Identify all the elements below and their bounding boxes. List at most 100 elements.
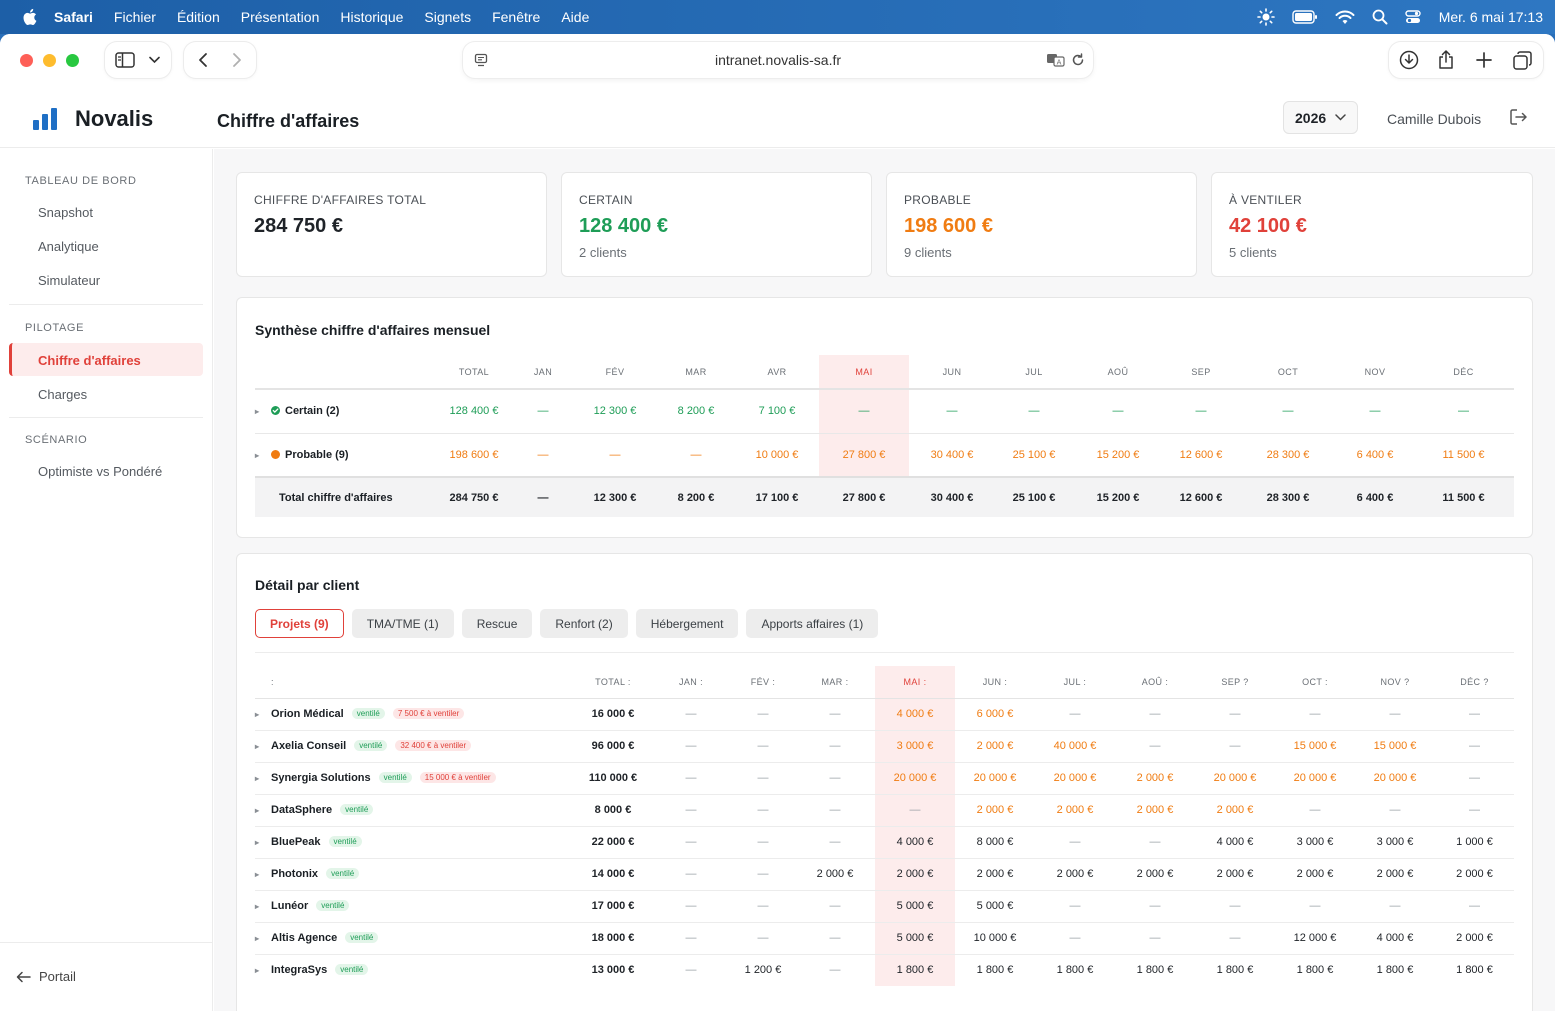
client-month-cell[interactable]: 2 000 € [795, 857, 875, 890]
expand-caret-icon[interactable]: ▸ [255, 966, 260, 976]
share-icon[interactable] [1437, 49, 1455, 70]
client-month-cell[interactable]: — [731, 793, 795, 826]
client-row[interactable]: ▸ IntegraSys ventilé 13 000 € —1 200 € —1 800… [255, 953, 1514, 986]
back-arrow-icon[interactable] [198, 52, 208, 68]
download-icon[interactable] [1399, 50, 1419, 70]
client-month-cell[interactable]: — [875, 793, 955, 826]
client-month-cell[interactable]: — [1195, 921, 1275, 954]
client-month-cell[interactable]: 5 000 € [875, 921, 955, 954]
detail-col-header[interactable]: JAN : [651, 666, 731, 699]
menu-fenetre[interactable]: Fenêtre [492, 9, 541, 25]
client-row[interactable]: ▸ Synergia Solutions ventilé 15 000 € à ven… [255, 761, 1514, 794]
tab-apports-affaires[interactable]: Apports affaires (1) [746, 609, 879, 638]
client-row[interactable]: ▸ Axelia Conseil ventilé 32 400 € à ventile… [255, 729, 1514, 762]
client-month-cell[interactable]: — [731, 825, 795, 858]
expand-caret-icon[interactable]: ▸ [255, 870, 260, 879]
expand-caret-icon[interactable]: ▸ [255, 710, 260, 719]
tab-rescue[interactable]: Rescue [461, 609, 533, 638]
detail-col-header[interactable]: NOV ? [1355, 666, 1435, 699]
battery-icon[interactable] [1292, 10, 1318, 24]
client-month-cell[interactable]: — [731, 889, 795, 922]
client-month-cell[interactable]: 2 000 € [1355, 857, 1435, 890]
client-month-cell[interactable]: — [1275, 697, 1355, 730]
client-month-cell[interactable]: — [795, 729, 875, 762]
client-month-cell[interactable]: 10 000 € [955, 921, 1035, 954]
menubar-clock[interactable]: Mer. 6 mai 17:13 [1438, 9, 1543, 25]
client-month-cell[interactable]: — [1435, 761, 1514, 794]
client-month-cell[interactable]: 1 000 € [1435, 825, 1514, 858]
client-name[interactable]: BluePeak [271, 836, 321, 848]
sidebar-toggle-icon[interactable] [115, 52, 135, 68]
reload-icon[interactable] [1071, 53, 1085, 67]
menu-app-safari[interactable]: Safari [54, 9, 93, 25]
client-name[interactable]: Axelia Conseil [271, 740, 347, 752]
detail-col-header[interactable]: JUN : [955, 666, 1035, 699]
expand-caret-icon[interactable]: ▸ [255, 450, 260, 460]
client-month-cell[interactable]: 12 000 € [1275, 921, 1355, 954]
client-month-cell[interactable]: — [1035, 697, 1115, 730]
client-month-cell[interactable]: — [731, 729, 795, 762]
client-month-cell[interactable]: — [795, 953, 875, 986]
apple-icon[interactable] [18, 8, 40, 26]
address-bar[interactable]: intranet.novalis-sa.fr A [463, 42, 1093, 78]
client-month-cell[interactable]: 2 000 € [1435, 921, 1514, 954]
client-month-cell[interactable]: — [731, 857, 795, 890]
client-month-cell[interactable]: 3 000 € [1355, 825, 1435, 858]
menu-presentation[interactable]: Présentation [240, 9, 320, 25]
client-month-cell[interactable]: — [651, 953, 731, 986]
zoom-window-button[interactable] [66, 54, 79, 67]
client-month-cell[interactable]: 1 800 € [1115, 953, 1195, 986]
client-month-cell[interactable]: — [651, 825, 731, 858]
client-month-cell[interactable]: — [1115, 729, 1195, 762]
client-month-cell[interactable]: 2 000 € [955, 729, 1035, 762]
detail-col-header[interactable]: : [255, 666, 575, 699]
client-month-cell[interactable]: 15 000 € [1355, 729, 1435, 762]
client-month-cell[interactable]: 1 800 € [1195, 953, 1275, 986]
client-month-cell[interactable]: 20 000 € [1275, 761, 1355, 794]
client-month-cell[interactable]: 6 000 € [955, 697, 1035, 730]
client-month-cell[interactable]: 20 000 € [1195, 761, 1275, 794]
expand-caret-icon[interactable]: ▸ [255, 934, 260, 943]
client-month-cell[interactable]: — [795, 921, 875, 954]
client-month-cell[interactable]: 2 000 € [875, 857, 955, 890]
client-month-cell[interactable]: 3 000 € [875, 729, 955, 762]
client-month-cell[interactable]: — [651, 793, 731, 826]
client-row[interactable]: ▸ BluePeak ventilé 22 000 € — — —4 000 €8 000 … [255, 825, 1514, 858]
client-month-cell[interactable]: — [1115, 825, 1195, 858]
client-month-cell[interactable]: — [1195, 889, 1275, 922]
client-month-cell[interactable]: 20 000 € [1035, 761, 1115, 794]
client-month-cell[interactable]: — [1035, 921, 1115, 954]
sidebar-item-analytique[interactable]: Analytique [38, 239, 99, 254]
client-month-cell[interactable]: 20 000 € [1355, 761, 1435, 794]
close-window-button[interactable] [20, 54, 33, 67]
client-month-cell[interactable]: 1 800 € [1035, 953, 1115, 986]
detail-col-header[interactable]: AOÛ : [1115, 666, 1195, 699]
client-month-cell[interactable]: — [1275, 889, 1355, 922]
expand-caret-icon[interactable]: ▸ [255, 902, 260, 911]
client-month-cell[interactable]: 2 000 € [1115, 793, 1195, 826]
logout-icon[interactable] [1510, 109, 1528, 130]
client-month-cell[interactable]: — [1035, 825, 1115, 858]
client-row[interactable]: ▸ Orion Médical ventilé 7 500 € à ventiler 1… [255, 697, 1514, 730]
client-month-cell[interactable]: — [651, 697, 731, 730]
client-month-cell[interactable]: 2 000 € [955, 793, 1035, 826]
year-select[interactable]: 2026 [1283, 101, 1358, 134]
client-month-cell[interactable]: — [731, 697, 795, 730]
detail-col-header[interactable]: SEP ? [1195, 666, 1275, 699]
client-month-cell[interactable]: — [1195, 697, 1275, 730]
menu-aide[interactable]: Aide [561, 9, 590, 25]
brand-name[interactable]: Novalis [75, 106, 154, 131]
detail-col-header[interactable]: MAI : [875, 666, 955, 699]
client-month-cell[interactable]: 2 000 € [1275, 857, 1355, 890]
minimize-window-button[interactable] [43, 54, 56, 67]
client-month-cell[interactable]: — [1035, 889, 1115, 922]
menu-fichier[interactable]: Fichier [113, 9, 156, 25]
client-row[interactable]: ▸ Photonix ventilé 14 000 € — —2 000 €2 000 €… [255, 857, 1514, 890]
client-month-cell[interactable]: — [1355, 889, 1435, 922]
client-month-cell[interactable]: — [1115, 697, 1195, 730]
tab-projets[interactable]: Projets (9) [255, 609, 344, 638]
client-month-cell[interactable]: — [1115, 889, 1195, 922]
detail-col-header[interactable]: TOTAL : [575, 666, 651, 699]
wifi-icon[interactable] [1335, 10, 1355, 25]
client-month-cell[interactable]: 2 000 € [1435, 857, 1514, 890]
